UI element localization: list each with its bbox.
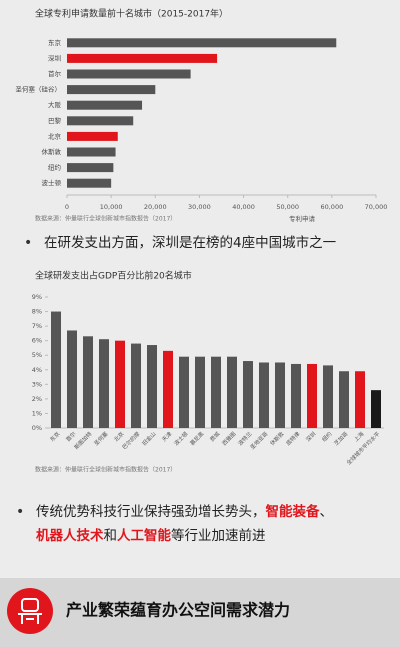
x-tick-label: 70,000 [365,203,388,211]
bullet-segment: 机器人技术 [36,527,104,544]
y-tick-label: 波士顿 [42,178,62,187]
y-tick-label: 1% [32,409,42,417]
bullet-segment: 和 [104,528,118,544]
x-tick-label: 30,000 [188,203,211,211]
bullet-text: 机器人技术和人工智能等行业加速前进 [36,527,266,544]
bar [243,361,253,428]
y-tick-label: 北京 [48,131,62,140]
bullet-segment: 、 [320,504,334,520]
y-tick-label: 8% [32,308,42,316]
bar [67,131,118,141]
y-tick-label: 7% [32,322,42,330]
x-tick-label: 50,000 [276,203,299,211]
bar [259,362,269,428]
bar [83,336,93,428]
bar [227,356,237,428]
y-tick-label: 深圳 [48,53,61,62]
bar [67,69,191,79]
x-axis-label: 专利申请 [289,214,316,223]
source: 数据来源：仲量联行全球创新城市指数报告（2017） [35,215,176,223]
bar [147,345,157,428]
x-tick-label: 40,000 [232,203,255,211]
y-tick-label: 4% [32,366,42,374]
footer-icon-glyph [18,598,42,624]
bar [51,311,61,428]
bar [195,356,205,428]
bar [275,362,285,428]
bar [179,356,189,428]
y-tick-label: 首尔 [48,69,62,78]
bar [99,339,109,428]
bar [211,356,221,428]
footer-band [0,578,400,647]
y-tick-label: 9% [32,293,42,301]
bullet-segment: 智能装备 [266,503,320,520]
bullet-dot: • [16,504,24,520]
bullet-text: 传统优势科技行业保持强劲增长势头，智能装备、 [36,503,333,520]
source: 数据来源：仲量联行全球创新城市指数报告（2017） [35,466,176,474]
bar [307,363,317,428]
bullet-segment: 等行业加速前进 [171,527,266,544]
bar [67,38,337,48]
y-tick-label: 0% [32,424,42,432]
x-tick-label: 20,000 [144,203,167,211]
x-tick-label: 10,000 [100,203,123,211]
bar [291,363,301,428]
bar [163,350,173,428]
bar [67,330,77,428]
y-tick-label: 6% [32,337,42,345]
footer-title: 产业繁荣蕴育办公空间需求潜力 [66,601,290,620]
bullet-segment: 人工智能 [117,527,171,544]
y-tick-label: 3% [32,380,42,388]
x-tick-label: 60,000 [320,203,343,211]
bullet-segment: 传统优势科技行业保持强劲增长势头， [36,504,266,520]
x-tick-label: 0 [65,203,69,211]
y-tick-label: 纽约 [48,163,61,172]
y-tick-label: 圣何塞（硅谷） [16,85,62,94]
chart-title: 全球专利申请数量前十名城市（2015-2017年） [35,8,228,20]
bar [323,365,333,428]
bar [67,85,156,95]
chart-title: 全球研发支出占GDP百分比前20名城市 [35,270,192,282]
bar [67,116,134,126]
bar [67,100,143,110]
y-tick-label: 5% [32,351,42,359]
bar [67,147,116,157]
bar [67,178,112,188]
bar [115,340,125,428]
bullet-text: 在研发支出方面，深圳是在榜的4座中国城市之一 [44,234,336,251]
bar [67,163,114,173]
bar [339,371,349,428]
y-tick-label: 东京 [48,38,62,47]
bar [371,390,381,428]
bullet-dot: • [24,235,32,251]
y-tick-label: 休斯敦 [42,147,62,156]
bar [355,371,365,428]
y-tick-label: 巴黎 [48,116,62,125]
bar [131,343,141,428]
bar [67,53,218,63]
y-tick-label: 2% [32,395,42,403]
y-tick-label: 大阪 [48,100,62,109]
